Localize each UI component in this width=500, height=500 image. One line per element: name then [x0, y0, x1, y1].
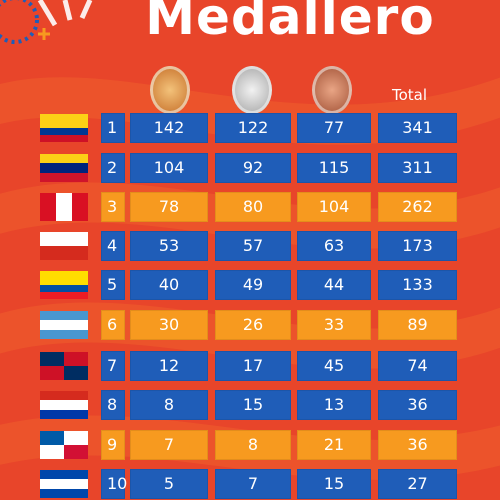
medal-count-cell: 7	[130, 430, 208, 460]
flag	[40, 271, 88, 299]
medal-count-cell: 26	[215, 310, 291, 340]
rank-cell: 4	[101, 231, 125, 261]
medal-count-cell: 57	[215, 231, 291, 261]
medal-count-cell: 104	[297, 192, 371, 222]
medal-count-cell: 8	[130, 390, 208, 420]
medal-count-cell: 27	[378, 469, 457, 499]
medal-count-cell: 17	[215, 351, 291, 381]
medal-count-cell: 40	[130, 270, 208, 300]
rank-cell: 5	[101, 270, 125, 300]
flag	[40, 352, 88, 380]
medal-count-cell: 142	[130, 113, 208, 143]
table-row: 9 7 8 21 36	[0, 430, 500, 462]
medal-count-cell: 7	[215, 469, 291, 499]
medal-count-cell: 104	[130, 153, 208, 183]
table-row: 4 53 57 63 173	[0, 231, 500, 263]
flag	[40, 193, 88, 221]
table-row: 1 142 122 77 341	[0, 113, 500, 145]
table-row: 7 12 17 45 74	[0, 351, 500, 383]
medal-count-cell: 30	[130, 310, 208, 340]
medal-count-cell: 15	[297, 469, 371, 499]
medal-count-cell: 36	[378, 430, 457, 460]
medal-count-cell: 45	[297, 351, 371, 381]
medal-count-cell: 21	[297, 430, 371, 460]
title: Medallero	[145, 0, 435, 46]
medal-count-cell: 262	[378, 192, 457, 222]
medal-count-cell: 173	[378, 231, 457, 261]
silver-medal	[232, 66, 272, 114]
flag	[40, 311, 88, 339]
flag	[40, 154, 88, 182]
table-row: 10 5 7 15 27	[0, 469, 500, 500]
flag	[40, 114, 88, 142]
medal-count-cell: 15	[215, 390, 291, 420]
gold-medal	[150, 66, 190, 114]
rank-cell: 6	[101, 310, 125, 340]
table-row: 6 30 26 33 89	[0, 310, 500, 342]
rank-cell: 1	[101, 113, 125, 143]
table-row: 8 8 15 13 36	[0, 390, 500, 422]
medal-count-cell: 63	[297, 231, 371, 261]
medal-count-cell: 133	[378, 270, 457, 300]
medal-count-cell: 78	[130, 192, 208, 222]
table-row: 5 40 49 44 133	[0, 270, 500, 302]
medal-count-cell: 36	[378, 390, 457, 420]
rank-cell: 7	[101, 351, 125, 381]
medal-count-cell: 92	[215, 153, 291, 183]
medal-count-cell: 53	[130, 231, 208, 261]
medal-count-cell: 311	[378, 153, 457, 183]
flag	[40, 431, 88, 459]
medal-count-cell: 44	[297, 270, 371, 300]
flag	[40, 391, 88, 419]
medal-count-cell: 80	[215, 192, 291, 222]
medal-count-cell: 49	[215, 270, 291, 300]
medal-count-cell: 74	[378, 351, 457, 381]
medal-count-cell: 13	[297, 390, 371, 420]
flag	[40, 232, 88, 260]
medal-count-cell: 115	[297, 153, 371, 183]
total-header: Total	[392, 86, 428, 104]
flag	[40, 470, 88, 498]
rank-cell: 3	[101, 192, 125, 222]
rank-cell: 10	[101, 469, 127, 499]
table-row: 3 78 80 104 262	[0, 192, 500, 224]
bronze-medal	[312, 66, 352, 114]
rank-cell: 9	[101, 430, 125, 460]
medal-count-cell: 12	[130, 351, 208, 381]
medal-count-cell: 8	[215, 430, 291, 460]
rank-cell: 2	[101, 153, 125, 183]
medal-count-cell: 122	[215, 113, 291, 143]
medal-count-cell: 5	[130, 469, 208, 499]
medal-count-cell: 89	[378, 310, 457, 340]
medal-count-cell: 341	[378, 113, 457, 143]
medal-count-cell: 33	[297, 310, 371, 340]
rank-cell: 8	[101, 390, 125, 420]
table-row: 2 104 92 115 311	[0, 153, 500, 185]
medal-count-cell: 77	[297, 113, 371, 143]
